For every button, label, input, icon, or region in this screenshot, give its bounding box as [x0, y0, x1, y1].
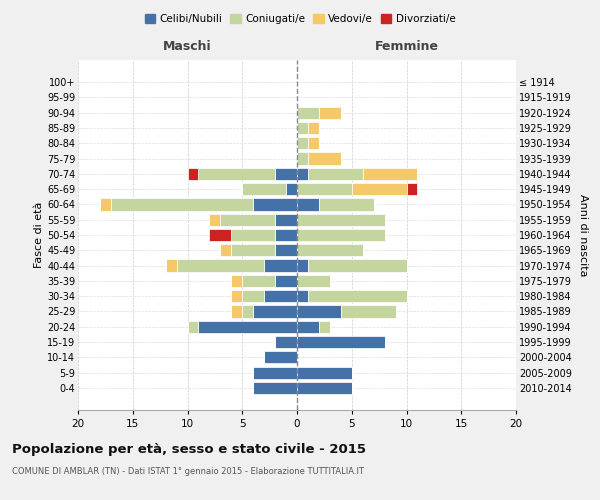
Bar — [242, 290, 264, 302]
Y-axis label: Anni di nascita: Anni di nascita — [578, 194, 589, 276]
Bar — [297, 214, 385, 226]
Bar — [253, 366, 297, 379]
Bar — [264, 352, 297, 364]
Bar — [308, 168, 362, 180]
Text: Femmine: Femmine — [374, 40, 439, 53]
Bar — [220, 214, 275, 226]
Bar — [242, 306, 253, 318]
Bar — [308, 152, 341, 164]
Bar — [297, 106, 319, 118]
Bar — [275, 336, 297, 348]
Bar — [209, 214, 220, 226]
Bar — [187, 320, 199, 333]
Bar — [297, 122, 308, 134]
Bar — [407, 183, 418, 195]
Text: Popolazione per età, sesso e stato civile - 2015: Popolazione per età, sesso e stato civil… — [12, 442, 366, 456]
Bar — [297, 306, 341, 318]
Bar — [199, 320, 297, 333]
Bar — [297, 336, 385, 348]
Bar — [111, 198, 253, 210]
Bar — [166, 260, 176, 272]
Bar — [187, 168, 199, 180]
Bar — [297, 198, 319, 210]
Bar — [253, 306, 297, 318]
Bar — [275, 244, 297, 256]
Bar — [308, 137, 319, 149]
Bar — [308, 290, 407, 302]
Y-axis label: Fasce di età: Fasce di età — [34, 202, 44, 268]
Bar — [264, 260, 297, 272]
Bar — [232, 275, 242, 287]
Bar — [297, 244, 362, 256]
Bar — [100, 198, 111, 210]
Text: COMUNE DI AMBLAR (TN) - Dati ISTAT 1° gennaio 2015 - Elaborazione TUTTITALIA.IT: COMUNE DI AMBLAR (TN) - Dati ISTAT 1° ge… — [12, 468, 364, 476]
Bar — [297, 366, 352, 379]
Bar — [209, 229, 232, 241]
Bar — [220, 244, 232, 256]
Bar — [297, 275, 330, 287]
Bar — [352, 183, 407, 195]
Bar — [297, 183, 352, 195]
Bar — [275, 168, 297, 180]
Bar — [275, 229, 297, 241]
Bar — [297, 382, 352, 394]
Bar — [275, 275, 297, 287]
Bar — [297, 152, 308, 164]
Bar — [232, 306, 242, 318]
Bar — [297, 137, 308, 149]
Bar — [308, 260, 407, 272]
Bar — [319, 106, 341, 118]
Bar — [176, 260, 264, 272]
Bar — [362, 168, 418, 180]
Bar — [232, 244, 275, 256]
Text: Maschi: Maschi — [163, 40, 212, 53]
Bar — [242, 275, 275, 287]
Legend: Celibi/Nubili, Coniugati/e, Vedovi/e, Divorziati/e: Celibi/Nubili, Coniugati/e, Vedovi/e, Di… — [140, 10, 460, 29]
Bar — [253, 198, 297, 210]
Bar — [297, 320, 319, 333]
Bar — [253, 382, 297, 394]
Bar — [232, 290, 242, 302]
Bar — [341, 306, 395, 318]
Bar — [297, 260, 308, 272]
Bar — [264, 290, 297, 302]
Bar — [297, 168, 308, 180]
Bar — [199, 168, 275, 180]
Bar — [242, 183, 286, 195]
Bar — [308, 122, 319, 134]
Bar — [319, 198, 374, 210]
Bar — [319, 320, 330, 333]
Bar — [297, 229, 385, 241]
Bar — [275, 214, 297, 226]
Bar — [286, 183, 297, 195]
Bar — [232, 229, 275, 241]
Bar — [297, 290, 308, 302]
